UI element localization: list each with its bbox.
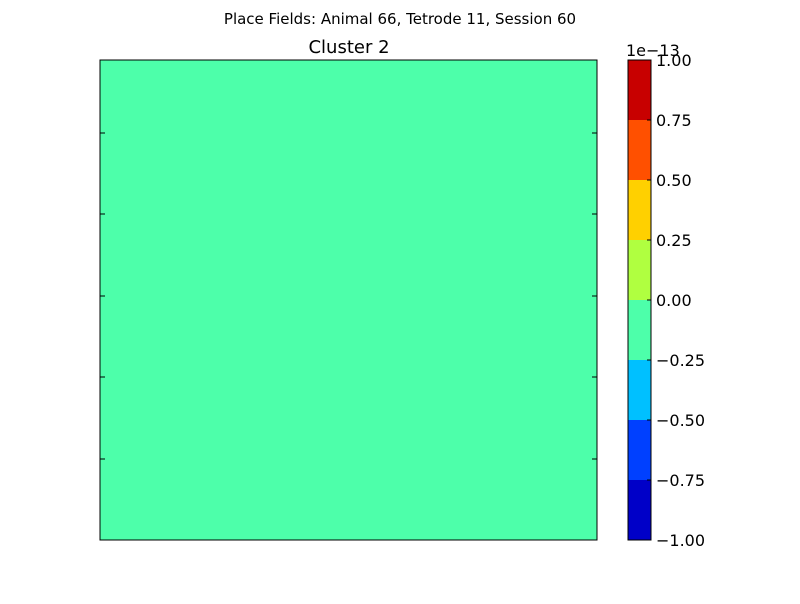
colorbar-segment [628, 120, 651, 180]
colorbar-offset-label: 1e−13 [626, 41, 680, 60]
colorbar-segment [628, 360, 651, 420]
colorbar-segment [628, 180, 651, 240]
colorbar-segment [628, 60, 651, 120]
heatmap-cells [100, 60, 597, 540]
figure-suptitle: Place Fields: Animal 66, Tetrode 11, Ses… [224, 10, 576, 28]
colorbar-tick-label: 0.50 [656, 171, 692, 190]
colorbar: −1.00 −0.75 −0.50 −0.25 0.00 0.25 0.50 0.75 1.00… [626, 41, 705, 550]
axis-ticks [100, 132, 597, 460]
colorbar-tick-label: 0.75 [656, 111, 692, 130]
heatmap-cell [100, 60, 597, 540]
colorbar-ticks [647, 59, 651, 541]
colorbar-segment [628, 300, 651, 360]
axes-title: Cluster 2 [308, 37, 389, 58]
axes-frame [99, 59, 598, 541]
colorbar-segment [628, 420, 651, 480]
colorbar-tick-label: 1.00 [656, 51, 692, 70]
colorbar-tick-label: −0.25 [656, 351, 705, 370]
colorbar-tick-label: −0.50 [656, 411, 705, 430]
colorbar-tick-label: −1.00 [656, 531, 705, 550]
colorbar-tick-labels: −1.00 −0.75 −0.50 −0.25 0.00 0.25 0.50 0.75 1.00 [656, 51, 705, 550]
colorbar-tick-label: 0.00 [656, 291, 692, 310]
colorbar-tick-label: −0.75 [656, 471, 705, 490]
colorbar-tick-label: 0.25 [656, 231, 692, 250]
colorbar-segment [628, 240, 651, 300]
colorbar-segment [628, 480, 651, 540]
colorbar-segments [628, 60, 651, 540]
